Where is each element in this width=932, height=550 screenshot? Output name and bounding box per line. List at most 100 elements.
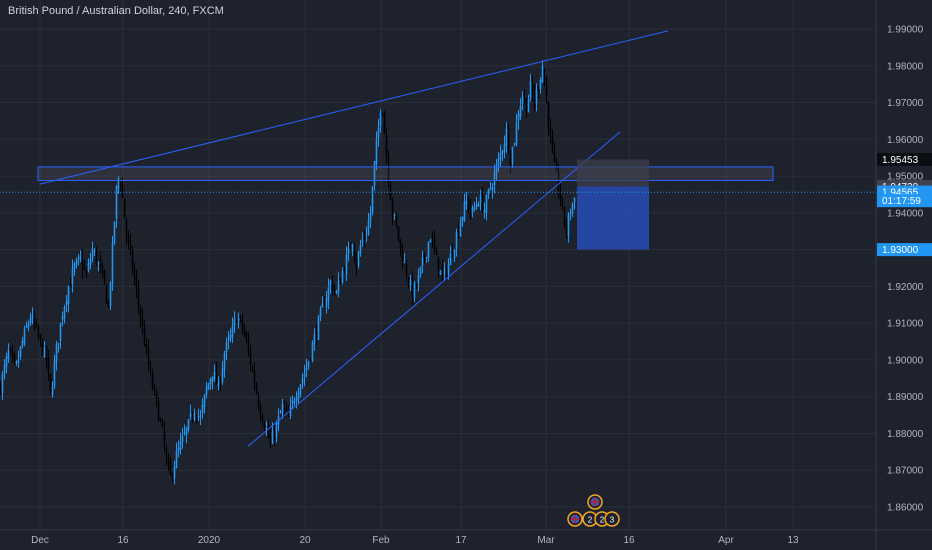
candle-body (17, 359, 20, 363)
candle-body (33, 315, 36, 325)
candle-body (319, 308, 322, 317)
candle-body (515, 122, 518, 145)
candle-body (53, 360, 56, 387)
candle-body (459, 222, 462, 236)
candle-body (567, 214, 570, 236)
event-marker-count: 2 (600, 516, 605, 525)
candle-body (247, 340, 250, 351)
candle-body (323, 302, 326, 307)
candle-body (489, 187, 492, 189)
candle-body (177, 447, 180, 452)
candle-body (349, 246, 352, 250)
candle-body (39, 334, 42, 340)
candle-body (87, 262, 90, 271)
candle-body (13, 354, 16, 363)
candle-body (263, 425, 266, 430)
candle-body (93, 250, 96, 252)
candle-body (11, 350, 14, 357)
candle-body (415, 283, 418, 285)
candle-body (191, 416, 194, 419)
candle-body (329, 280, 332, 286)
y-tick-label: 1.92000 (887, 282, 924, 293)
candle-body (73, 264, 76, 269)
candle-body (511, 147, 514, 165)
candle-body (487, 189, 490, 195)
candle-body (411, 277, 414, 300)
candle-body (337, 281, 340, 293)
candle-body (339, 281, 342, 285)
candle-body (3, 365, 6, 374)
lower-trendline[interactable] (247, 131, 621, 447)
candle-body (123, 198, 126, 218)
candle-body (481, 195, 484, 212)
candle-body (59, 322, 62, 341)
event-marker[interactable] (604, 511, 620, 527)
candle-body (241, 318, 244, 328)
candle-body (309, 359, 312, 361)
candle-body (493, 172, 496, 186)
y-tick-label: 1.95000 (887, 172, 924, 183)
candle-body (9, 347, 12, 352)
candle-body (45, 346, 48, 361)
candle-body (237, 318, 240, 321)
candle-body (351, 244, 354, 252)
candle-body (95, 249, 98, 264)
candle-body (213, 371, 216, 379)
candle-body (99, 259, 102, 267)
candle-body (409, 279, 412, 286)
candle-body (7, 349, 10, 359)
candle-body (187, 419, 190, 431)
price-axis-label-text: 1.93000 (882, 245, 919, 256)
candle-body (553, 150, 556, 162)
candle-body (541, 66, 544, 83)
candle-body (297, 392, 300, 400)
candle-body (85, 270, 88, 274)
x-tick-label: Feb (372, 535, 390, 546)
stop-loss-zone[interactable] (577, 159, 649, 187)
y-tick-label: 1.97000 (887, 98, 924, 109)
candle-body (31, 315, 34, 319)
candle-body (359, 245, 362, 254)
candle-body (103, 270, 106, 284)
x-tick-label: 17 (455, 535, 467, 546)
price-axis-label (877, 152, 932, 166)
candle-body (137, 289, 140, 306)
candle-body (463, 201, 466, 220)
candle-body (43, 347, 46, 357)
upper-trendline[interactable] (39, 30, 669, 185)
candle-body (457, 230, 460, 235)
candle-body (361, 240, 364, 244)
candle-body (67, 286, 70, 305)
candle-body (143, 327, 146, 346)
candle-body (473, 207, 476, 210)
candle-body (429, 239, 432, 243)
y-tick-label: 1.98000 (887, 61, 924, 72)
chart-title: British Pound / Australian Dollar, 240, … (8, 5, 224, 17)
candle-body (91, 248, 94, 259)
candle-body (393, 214, 396, 216)
candle-body (117, 178, 120, 189)
candle-body (327, 286, 330, 300)
candle-body (395, 215, 398, 225)
candle-body (51, 386, 54, 396)
candle-body (221, 368, 224, 382)
candle-body (199, 415, 202, 417)
x-tick-label: 20 (299, 535, 311, 546)
candle-body (417, 274, 420, 284)
candle-body (461, 217, 464, 222)
candle-body (21, 340, 24, 347)
y-tick-label: 1.87000 (887, 466, 924, 477)
take-profit-zone[interactable] (577, 186, 649, 250)
candle-body (169, 462, 172, 475)
candle-body (35, 325, 38, 327)
candle-body (133, 269, 136, 280)
candle-body (369, 213, 372, 222)
candle-body (1, 374, 4, 393)
candle-body (353, 245, 356, 258)
candle-body (185, 427, 188, 435)
candle-body (211, 376, 214, 382)
resistance-zone[interactable] (37, 166, 774, 181)
candle-body (271, 431, 274, 444)
